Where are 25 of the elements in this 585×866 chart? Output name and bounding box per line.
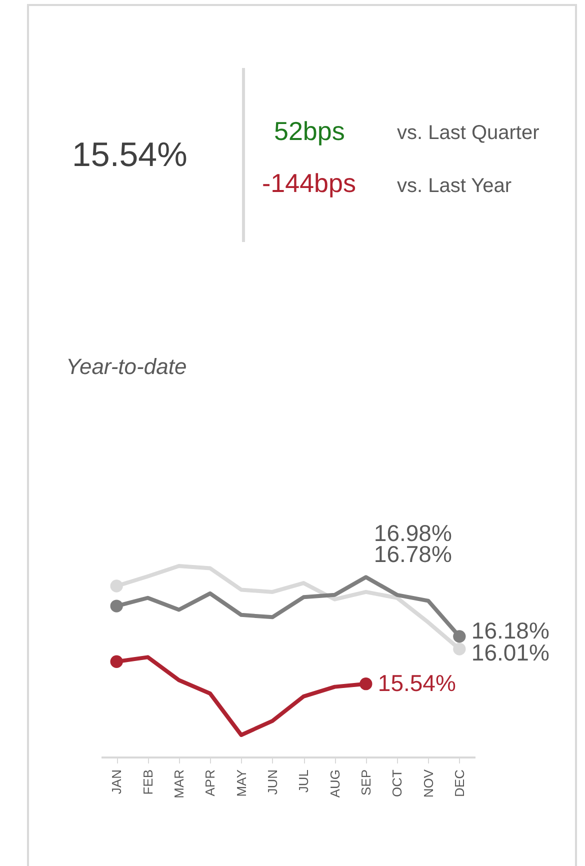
x-tick-label: DEC <box>452 770 467 797</box>
x-tick-label: SEP <box>358 770 374 796</box>
x-tick-label: MAY <box>234 769 249 797</box>
x-tick-label: JAN <box>109 770 124 794</box>
x-tick-label: OCT <box>390 769 405 797</box>
point <box>110 600 123 612</box>
chart-title: Year-to-date <box>66 354 187 380</box>
text: vs. Last Year <box>397 175 512 197</box>
text: -144bps <box>262 168 356 198</box>
text: 52bps <box>274 116 345 146</box>
x-tick-label: JUL <box>296 770 312 793</box>
x-tick-label: JUN <box>264 770 280 795</box>
point <box>110 580 123 592</box>
x-tick-label: NOV <box>420 769 436 798</box>
x-tick-label: FEB <box>140 770 156 795</box>
point <box>453 630 466 643</box>
x-tick-label: APR <box>202 770 218 796</box>
text: 15.54% <box>72 136 188 174</box>
point <box>453 642 466 656</box>
x-tick-label: MAR <box>171 770 186 798</box>
text: vs. Last Quarter <box>397 122 540 144</box>
data-label: 15.54% <box>378 670 456 696</box>
point <box>110 655 123 668</box>
x-tick-label: AUG <box>327 770 342 798</box>
point <box>360 678 372 690</box>
